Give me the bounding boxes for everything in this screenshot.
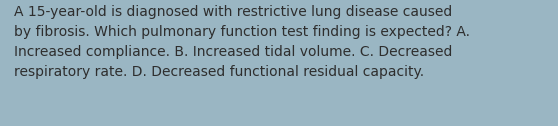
Text: A 15-year-old is diagnosed with restrictive lung disease caused
by fibrosis. Whi: A 15-year-old is diagnosed with restrict…	[14, 5, 470, 79]
